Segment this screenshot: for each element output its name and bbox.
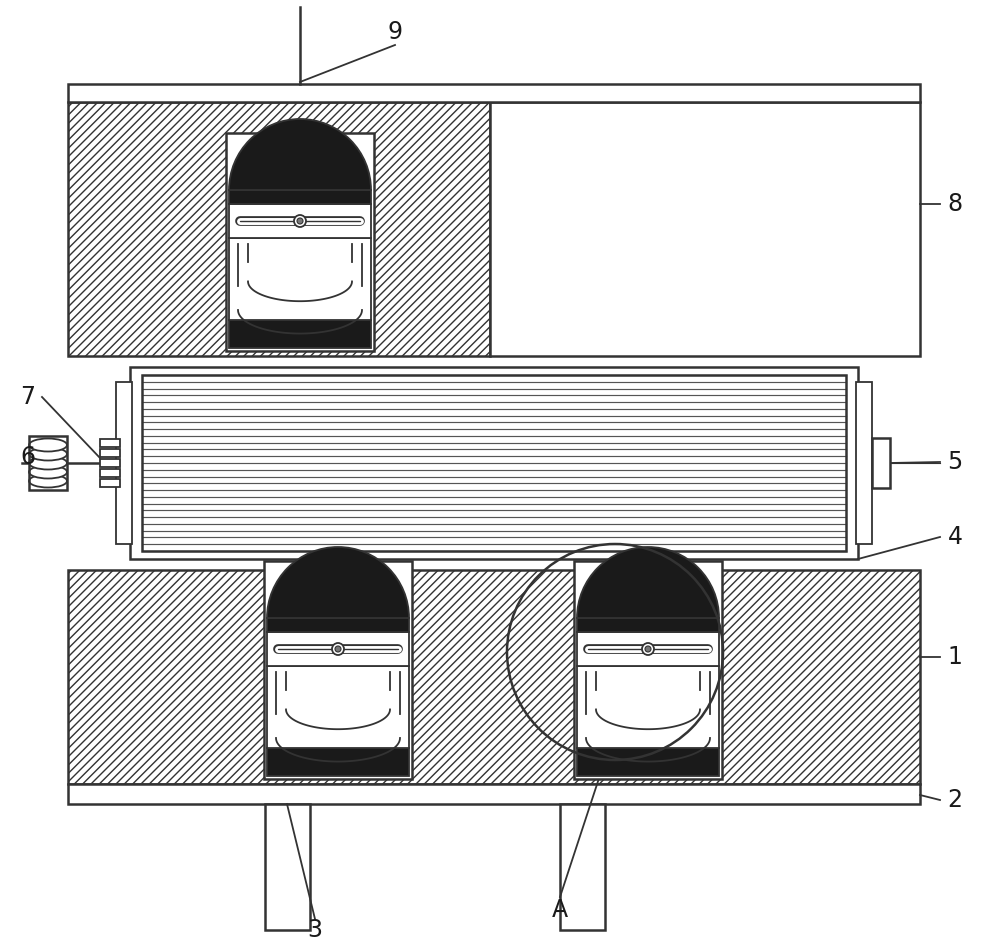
Text: 1: 1 <box>948 645 962 669</box>
Bar <box>577 748 719 776</box>
Wedge shape <box>229 119 371 190</box>
Bar <box>574 561 722 779</box>
Bar <box>100 459 120 467</box>
Bar <box>100 479 120 487</box>
Bar <box>267 632 409 666</box>
Text: 6: 6 <box>20 445 36 469</box>
Wedge shape <box>267 547 409 618</box>
Text: 3: 3 <box>308 918 322 942</box>
Bar <box>267 748 409 776</box>
Ellipse shape <box>29 457 67 469</box>
Bar <box>130 367 858 559</box>
Circle shape <box>335 646 341 652</box>
Bar <box>226 133 374 351</box>
Bar <box>577 618 719 632</box>
Text: 2: 2 <box>948 788 962 812</box>
Bar <box>116 382 132 544</box>
Circle shape <box>297 218 303 224</box>
Circle shape <box>642 643 654 655</box>
Bar <box>100 439 120 447</box>
Bar <box>68 102 490 356</box>
Ellipse shape <box>29 466 67 479</box>
Text: 7: 7 <box>20 385 36 409</box>
Bar <box>856 382 872 544</box>
Text: 5: 5 <box>947 450 963 474</box>
Bar <box>68 84 920 102</box>
Bar <box>68 570 920 784</box>
Bar <box>229 320 371 348</box>
Bar <box>267 618 409 632</box>
Bar <box>560 804 605 930</box>
Bar <box>68 784 920 804</box>
Bar <box>229 204 371 238</box>
Bar <box>264 561 412 779</box>
Text: 8: 8 <box>947 192 963 216</box>
Text: 9: 9 <box>388 20 402 44</box>
Circle shape <box>294 215 306 227</box>
Bar <box>577 666 719 748</box>
Bar <box>229 190 371 204</box>
Wedge shape <box>577 547 719 618</box>
Text: A: A <box>552 898 568 922</box>
Circle shape <box>332 643 344 655</box>
Bar <box>229 238 371 320</box>
Bar <box>265 804 310 930</box>
Bar <box>29 436 67 490</box>
Ellipse shape <box>29 439 67 451</box>
Bar <box>142 375 846 551</box>
Bar <box>577 632 719 666</box>
Circle shape <box>645 646 651 652</box>
Bar <box>100 469 120 477</box>
Ellipse shape <box>29 447 67 461</box>
Text: 4: 4 <box>948 525 962 549</box>
Ellipse shape <box>29 474 67 487</box>
Bar <box>490 102 920 356</box>
Bar <box>267 666 409 748</box>
Bar <box>100 449 120 457</box>
Bar <box>872 438 890 488</box>
